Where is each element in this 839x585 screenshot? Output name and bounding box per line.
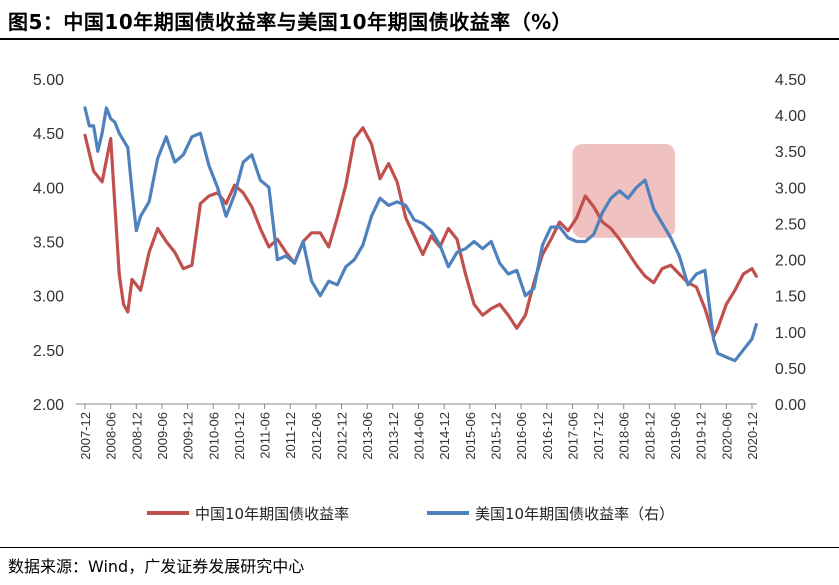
chart: 5.00 4.50 4.00 3.50 3.00 2.50 2.00 4.50 4.00 3.50… bbox=[33, 72, 806, 523]
x-tick-label: 2018-06 bbox=[617, 412, 632, 460]
title-rule bbox=[0, 38, 839, 40]
x-tick-label: 2013-06 bbox=[360, 412, 375, 460]
x-tick-label: 2009-12 bbox=[181, 412, 196, 460]
legend-item-us-label: 美国10年期国债收益率（右） bbox=[475, 505, 674, 523]
y-right-tick-label: 2.50 bbox=[775, 216, 806, 233]
y-left-tick-label: 5.00 bbox=[33, 72, 64, 89]
y-left-tick-label: 3.50 bbox=[33, 235, 64, 252]
x-tick-label: 2010-06 bbox=[206, 412, 221, 460]
x-tick-label: 2012-12 bbox=[335, 412, 350, 460]
x-tick-label: 2019-12 bbox=[694, 412, 709, 460]
x-tick-label: 2009-06 bbox=[155, 412, 170, 460]
y-left-tick-label: 4.50 bbox=[33, 126, 64, 143]
y-right-tick-label: 3.50 bbox=[775, 144, 806, 161]
y-right-tick-label: 1.50 bbox=[775, 289, 806, 306]
y-right-tick-label: 1.00 bbox=[775, 325, 806, 342]
x-tick-label: 2013-12 bbox=[386, 412, 401, 460]
x-tick-label: 2012-06 bbox=[309, 412, 324, 460]
series-line-us-10y bbox=[83, 106, 758, 363]
legend-item-china-label: 中国10年期国债收益率 bbox=[195, 505, 349, 523]
y-right-tick-label: 0.00 bbox=[775, 397, 806, 414]
x-tick-label: 2008-12 bbox=[129, 412, 144, 460]
x-tick-label: 2014-06 bbox=[412, 412, 427, 460]
y-right-tick-label: 0.50 bbox=[775, 361, 806, 378]
y-left-tick-label: 2.50 bbox=[33, 343, 64, 360]
y-right-tick-label: 2.00 bbox=[775, 253, 806, 270]
y-right-tick-label: 4.50 bbox=[775, 72, 806, 89]
figure-title: 图5：中国10年期国债收益率与美国10年期国债收益率（%） bbox=[8, 10, 573, 34]
y-left-tick-label: 2.00 bbox=[33, 397, 64, 414]
x-tick-label: 2020-12 bbox=[745, 412, 760, 460]
y-right-tick-label: 4.00 bbox=[775, 108, 806, 125]
x-tick-label: 2014-12 bbox=[437, 412, 452, 460]
x-tick-label: 2017-12 bbox=[591, 412, 606, 460]
x-tick-label: 2016-12 bbox=[540, 412, 555, 460]
x-tick-label: 2020-06 bbox=[719, 412, 734, 460]
x-tick-label: 2007-12 bbox=[78, 412, 93, 460]
y-left-tick-label: 4.00 bbox=[33, 180, 64, 197]
x-tick-label: 2011-06 bbox=[258, 412, 273, 459]
y-right-tick-label: 3.00 bbox=[775, 180, 806, 197]
x-tick-label: 2008-06 bbox=[104, 412, 119, 460]
x-tick-label: 2017-06 bbox=[565, 412, 580, 460]
x-tick-label: 2011-12 bbox=[283, 412, 298, 459]
source-note: 数据来源：Wind，广发证券发展研究中心 bbox=[8, 557, 305, 576]
source-rule bbox=[0, 547, 839, 548]
series-line-china-10y bbox=[83, 126, 758, 339]
x-tick-label: 2010-12 bbox=[232, 412, 247, 460]
highlight-box bbox=[572, 144, 676, 238]
x-tick-label: 2015-12 bbox=[488, 412, 503, 460]
x-tick-label: 2015-06 bbox=[463, 412, 478, 460]
figure-title-bar: 图5：中国10年期国债收益率与美国10年期国债收益率（%） bbox=[0, 0, 839, 40]
x-tick-label: 2016-06 bbox=[514, 412, 529, 460]
x-tick-label: 2018-12 bbox=[642, 412, 657, 460]
y-left-tick-label: 3.00 bbox=[33, 289, 64, 306]
x-tick-label: 2019-06 bbox=[668, 412, 683, 460]
